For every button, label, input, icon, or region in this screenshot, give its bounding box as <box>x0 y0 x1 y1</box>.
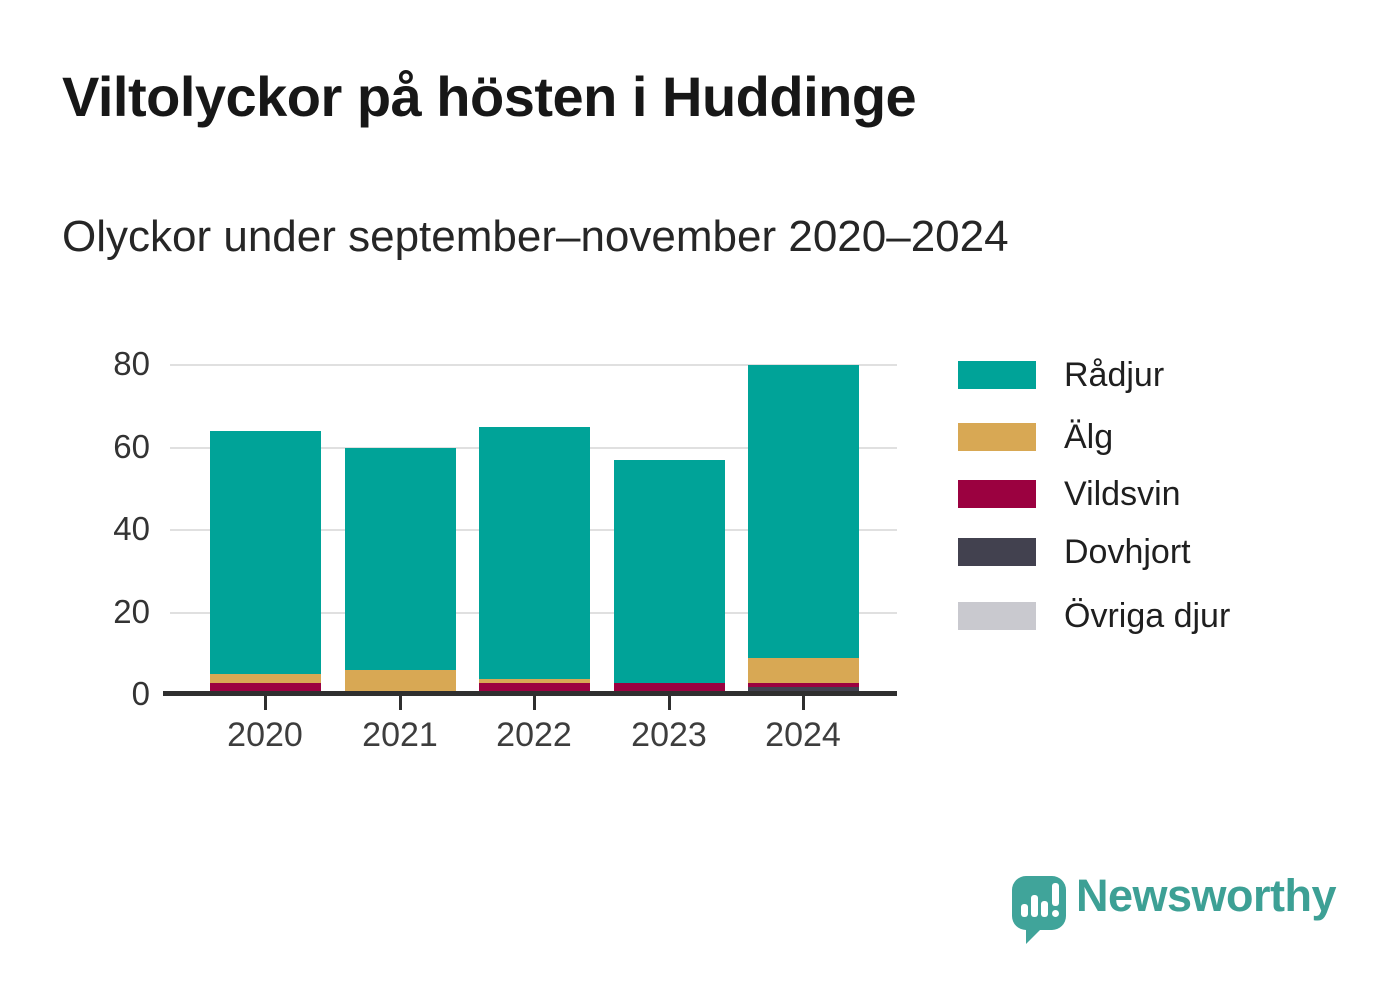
bar-segment-2021-Rådjur <box>344 447 456 671</box>
legend-swatch-icon <box>958 361 1036 389</box>
bar-segment-2020-Älg <box>209 674 321 683</box>
x-axis-tick <box>264 696 267 710</box>
x-axis-tick <box>399 696 402 710</box>
bar-segment-2022-Rådjur <box>478 426 590 679</box>
gridline-y80 <box>170 364 897 366</box>
x-axis-tick-label: 2022 <box>496 716 572 754</box>
legend-label: Älg <box>1064 417 1114 456</box>
y-axis-tick-label: 40 <box>113 510 150 547</box>
bar-segment-2023-Rådjur <box>613 459 725 683</box>
legend-swatch-icon <box>958 538 1036 566</box>
bar-segment-2024-Älg <box>747 657 859 683</box>
y-axis-tick-label: 60 <box>113 427 150 465</box>
legend-item: Övriga djur <box>958 597 1230 635</box>
page-title: Viltolyckor på hösten i Huddinge <box>62 65 917 128</box>
x-axis-tick-label: 2024 <box>765 716 841 754</box>
newsworthy-speech-bubble-chart-icon <box>1012 876 1066 930</box>
logo-chart-bar <box>1021 904 1028 917</box>
legend-item: Älg <box>958 418 1113 456</box>
x-axis-tick <box>668 696 671 710</box>
logo-chart-bar <box>1041 901 1048 917</box>
bar-segment-2021-Älg <box>344 670 456 691</box>
legend-swatch-icon <box>958 602 1036 630</box>
newsworthy-wordmark: Newsworthy <box>1076 870 1337 921</box>
logo-exclamation-mark <box>1052 883 1059 906</box>
y-axis-tick-label: 0 <box>131 675 150 712</box>
legend-label: Övriga djur <box>1064 596 1231 635</box>
legend-item: Rådjur <box>958 356 1164 394</box>
x-axis-line <box>163 691 897 696</box>
bar-segment-2024-Dovhjort <box>747 686 859 695</box>
x-axis-tick <box>802 696 805 710</box>
y-axis-tick-label: 20 <box>113 592 150 630</box>
legend-swatch-icon <box>958 423 1036 451</box>
legend-label: Rådjur <box>1064 355 1165 394</box>
legend-label: Dovhjort <box>1064 532 1191 571</box>
legend-item: Vildsvin <box>958 475 1181 513</box>
legend-swatch-icon <box>958 480 1036 508</box>
x-axis-tick-label: 2021 <box>362 716 438 754</box>
logo-bubble-tail <box>1026 928 1042 944</box>
legend-item: Dovhjort <box>958 533 1191 571</box>
bar-segment-2020-Rådjur <box>209 431 321 675</box>
legend-label: Vildsvin <box>1064 474 1181 513</box>
bar-segment-2022-Älg <box>478 678 590 683</box>
bar-segment-2024-Rådjur <box>747 365 859 658</box>
logo-exclamation-dot <box>1052 910 1059 917</box>
logo-chart-bar <box>1031 895 1038 917</box>
x-axis-tick-label: 2023 <box>631 716 707 754</box>
x-axis-tick-label: 2020 <box>227 716 303 754</box>
x-axis-tick <box>533 696 536 710</box>
y-axis-tick-label: 80 <box>113 345 150 382</box>
bar-segment-2024-Vildsvin <box>747 682 859 687</box>
page-subtitle: Olyckor under september–november 2020–20… <box>62 212 1009 261</box>
